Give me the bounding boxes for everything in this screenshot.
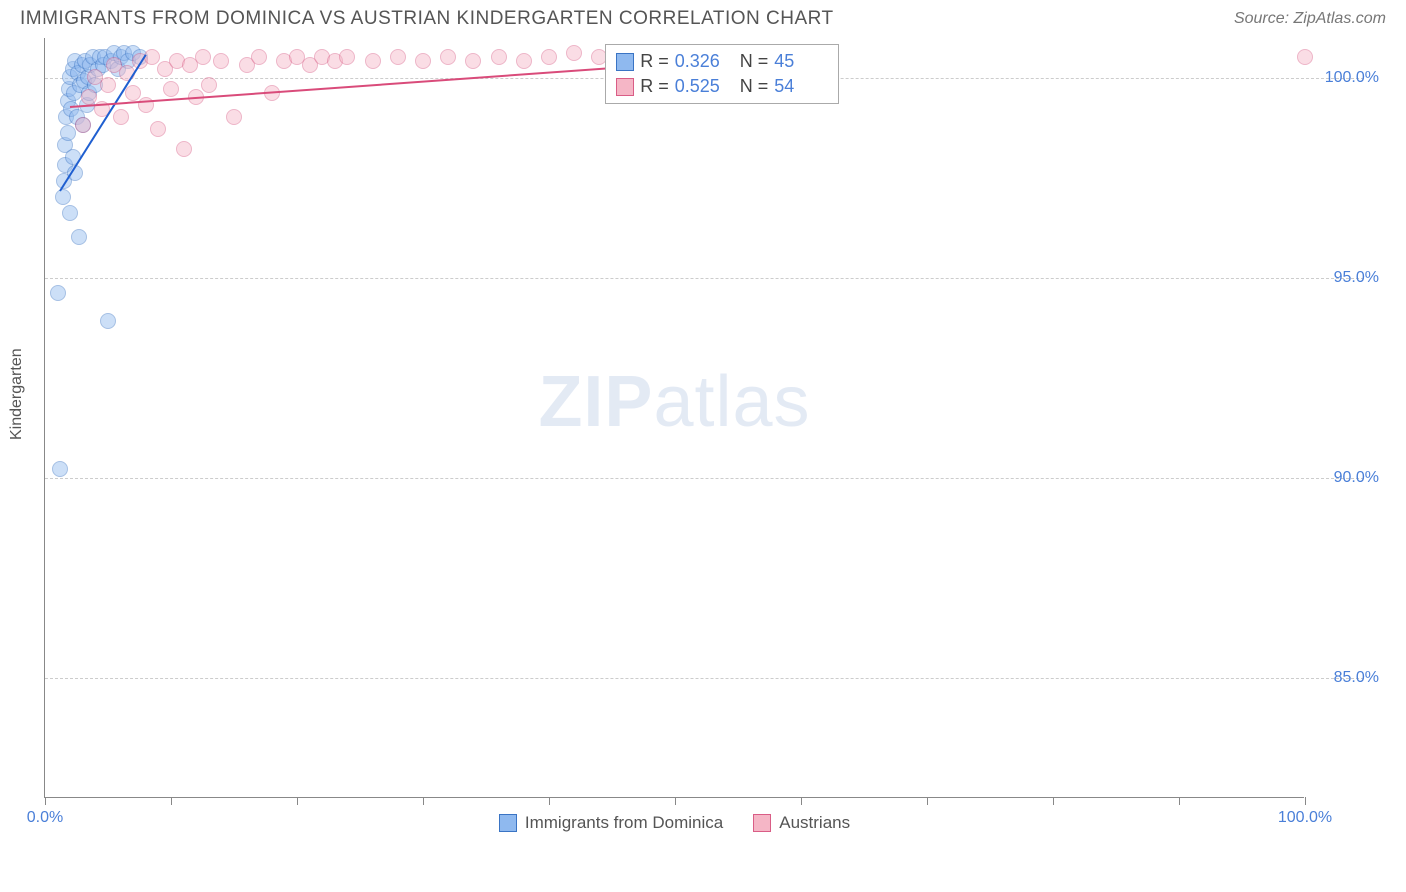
scatter-point (566, 45, 582, 61)
scatter-point (163, 81, 179, 97)
x-tick (45, 797, 46, 805)
source-prefix: Source: (1234, 10, 1294, 27)
stat-n-value: 54 (774, 76, 828, 97)
x-tick (549, 797, 550, 805)
x-tick (171, 797, 172, 805)
legend-label: Austrians (779, 813, 850, 833)
y-tick-label: 95.0% (1309, 269, 1379, 287)
y-tick-label: 100.0% (1309, 69, 1379, 87)
scatter-point (113, 109, 129, 125)
scatter-point (440, 49, 456, 65)
scatter-point (150, 121, 166, 137)
scatter-point (516, 53, 532, 69)
x-tick (1305, 797, 1306, 805)
scatter-point (81, 89, 97, 105)
stats-row: R = 0.326 N = 45 (616, 49, 828, 74)
stat-n-label: N = (735, 76, 769, 97)
legend-label: Immigrants from Dominica (525, 813, 723, 833)
scatter-point (226, 109, 242, 125)
scatter-point (55, 189, 71, 205)
scatter-point (390, 49, 406, 65)
stat-r-label: R = (640, 51, 669, 72)
scatter-point (1297, 49, 1313, 65)
scatter-point (195, 49, 211, 65)
chart-container: ZIPatlas 85.0%90.0%95.0%100.0%0.0%100.0%… (44, 38, 1386, 798)
chart-header: IMMIGRANTS FROM DOMINICA VS AUSTRIAN KIN… (0, 0, 1406, 34)
stat-n-label: N = (735, 51, 769, 72)
plot-area: ZIPatlas 85.0%90.0%95.0%100.0%0.0%100.0%… (44, 38, 1304, 798)
scatter-point (541, 49, 557, 65)
scatter-point (50, 285, 66, 301)
scatter-point (251, 49, 267, 65)
stats-row: R = 0.525 N = 54 (616, 74, 828, 99)
stat-r-value: 0.525 (675, 76, 729, 97)
scatter-point (62, 205, 78, 221)
y-axis-label: Kindergarten (8, 348, 26, 440)
scatter-point (71, 229, 87, 245)
y-tick-label: 85.0% (1309, 669, 1379, 687)
gridline-h (45, 278, 1364, 279)
legend-swatch (616, 78, 634, 96)
stat-r-value: 0.326 (675, 51, 729, 72)
legend-swatch (753, 814, 771, 832)
x-tick (675, 797, 676, 805)
x-tick (297, 797, 298, 805)
scatter-point (491, 49, 507, 65)
y-tick-label: 90.0% (1309, 469, 1379, 487)
legend-bottom: Immigrants from Dominica Austrians (45, 813, 1304, 833)
x-tick (801, 797, 802, 805)
scatter-point (100, 77, 116, 93)
scatter-point (201, 77, 217, 93)
watermark: ZIPatlas (538, 361, 810, 443)
scatter-point (415, 53, 431, 69)
stat-r-label: R = (640, 76, 669, 97)
scatter-point (52, 461, 68, 477)
scatter-point (60, 125, 76, 141)
scatter-point (339, 49, 355, 65)
scatter-point (213, 53, 229, 69)
chart-title: IMMIGRANTS FROM DOMINICA VS AUSTRIAN KIN… (20, 8, 834, 30)
legend-swatch (616, 53, 634, 71)
x-tick (1179, 797, 1180, 805)
gridline-h (45, 478, 1364, 479)
source-link[interactable]: ZipAtlas.com (1294, 10, 1386, 27)
x-tick (1053, 797, 1054, 805)
legend-swatch (499, 814, 517, 832)
scatter-point (365, 53, 381, 69)
scatter-point (465, 53, 481, 69)
watermark-bold: ZIP (538, 362, 653, 442)
scatter-point (125, 85, 141, 101)
gridline-h (45, 678, 1364, 679)
x-tick (423, 797, 424, 805)
scatter-point (100, 313, 116, 329)
watermark-light: atlas (653, 362, 810, 442)
scatter-point (144, 49, 160, 65)
scatter-point (176, 141, 192, 157)
stats-box: R = 0.326 N = 45R = 0.525 N = 54 (605, 44, 839, 104)
scatter-point (75, 117, 91, 133)
legend-item: Austrians (753, 813, 850, 833)
x-tick (927, 797, 928, 805)
stat-n-value: 45 (774, 51, 828, 72)
source-attribution: Source: ZipAtlas.com (1234, 10, 1386, 28)
legend-item: Immigrants from Dominica (499, 813, 723, 833)
